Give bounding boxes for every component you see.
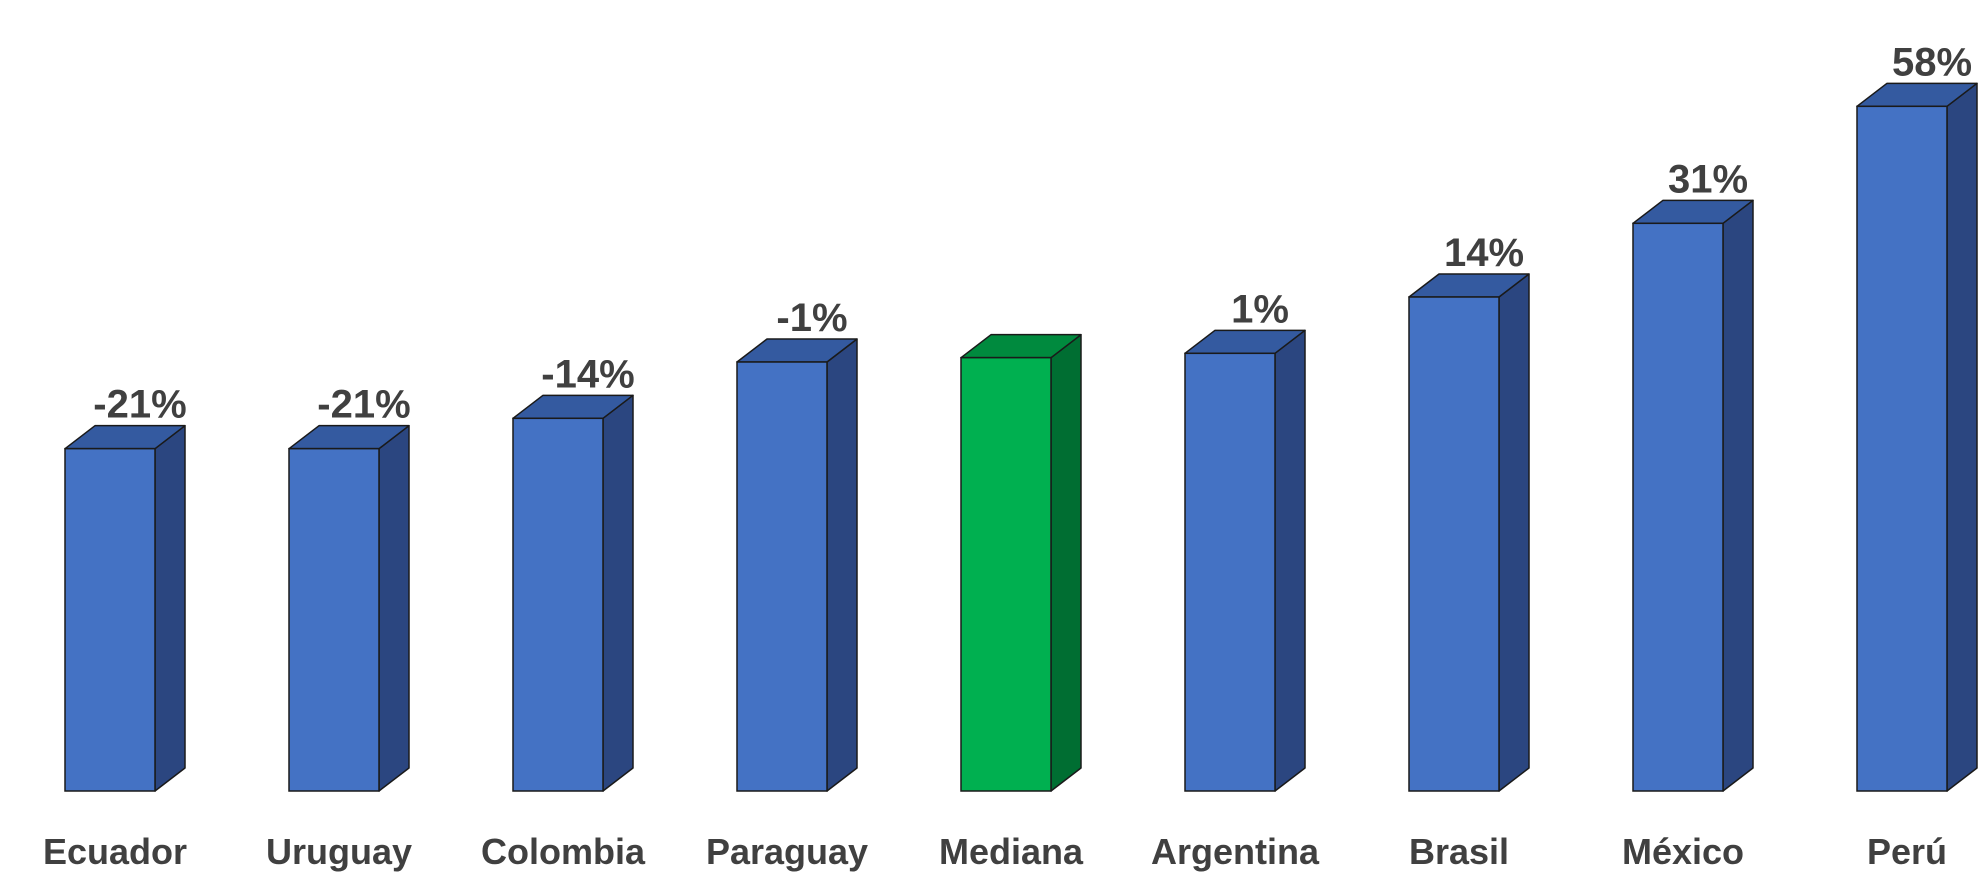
category-label: Paraguay — [706, 831, 868, 872]
data-label: 1% — [1231, 287, 1289, 331]
bar-méxico — [1632, 199, 1754, 792]
bar-side — [1722, 199, 1754, 792]
bar-uruguay — [288, 424, 410, 792]
bar-front — [1856, 105, 1948, 792]
data-label: -14% — [541, 352, 634, 396]
bar-front — [1184, 352, 1276, 792]
bar-side — [1050, 333, 1082, 792]
bar-front — [1408, 296, 1500, 792]
bar-colombia — [512, 394, 634, 792]
bar-side — [378, 424, 410, 792]
category-label: Perú — [1867, 831, 1947, 872]
bar-brasil — [1408, 273, 1530, 792]
category-label: Mediana — [939, 831, 1084, 872]
data-label: 31% — [1668, 157, 1748, 201]
category-label: Brasil — [1409, 831, 1509, 872]
bar-side — [602, 394, 634, 792]
data-label: 58% — [1892, 40, 1972, 84]
bar-front — [64, 447, 156, 792]
category-label: Uruguay — [266, 831, 412, 872]
bar-front — [736, 361, 828, 792]
data-label: 14% — [1444, 231, 1524, 275]
bar-front — [512, 417, 604, 792]
data-label: -1% — [776, 296, 847, 340]
bar-side — [1946, 82, 1978, 792]
category-label: Ecuador — [43, 831, 187, 872]
category-label: México — [1622, 831, 1744, 872]
bar-argentina — [1184, 329, 1306, 792]
bar-front — [288, 447, 380, 792]
bar-front — [960, 356, 1052, 792]
bar-mediana — [960, 333, 1082, 792]
data-label: -21% — [93, 383, 186, 427]
bar-front — [1632, 222, 1724, 792]
bar-perú — [1856, 82, 1978, 792]
bar-paraguay — [736, 338, 858, 792]
bar-side — [1498, 273, 1530, 792]
bar-side — [826, 338, 858, 792]
category-label: Colombia — [481, 831, 646, 872]
data-label: -21% — [317, 383, 410, 427]
bar-side — [154, 424, 186, 792]
bar-side — [1274, 329, 1306, 792]
category-label: Argentina — [1151, 831, 1320, 872]
bar-ecuador — [64, 424, 186, 792]
